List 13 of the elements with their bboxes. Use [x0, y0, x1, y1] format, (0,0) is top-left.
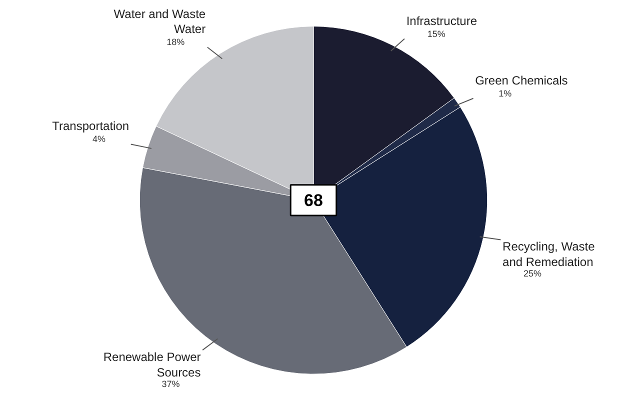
slice-label: Recycling, Waste and Remediation — [502, 240, 596, 270]
text: 68 — [304, 191, 323, 210]
slice-label: Water and Waste Water — [114, 6, 206, 36]
data-label: 15% — [427, 28, 446, 39]
slice-label: Transportation — [52, 119, 130, 134]
data-label: 18% — [166, 37, 185, 48]
data-label: 25% — [524, 268, 542, 279]
data-label: 1% — [498, 88, 512, 98]
slice-label: Green Chemicals — [475, 73, 568, 88]
data-label: 4% — [92, 134, 106, 144]
slice-label: Renewable Power Sources — [103, 350, 201, 380]
data-label: 37% — [162, 379, 180, 390]
slice-label: Infrastructure — [406, 14, 478, 28]
